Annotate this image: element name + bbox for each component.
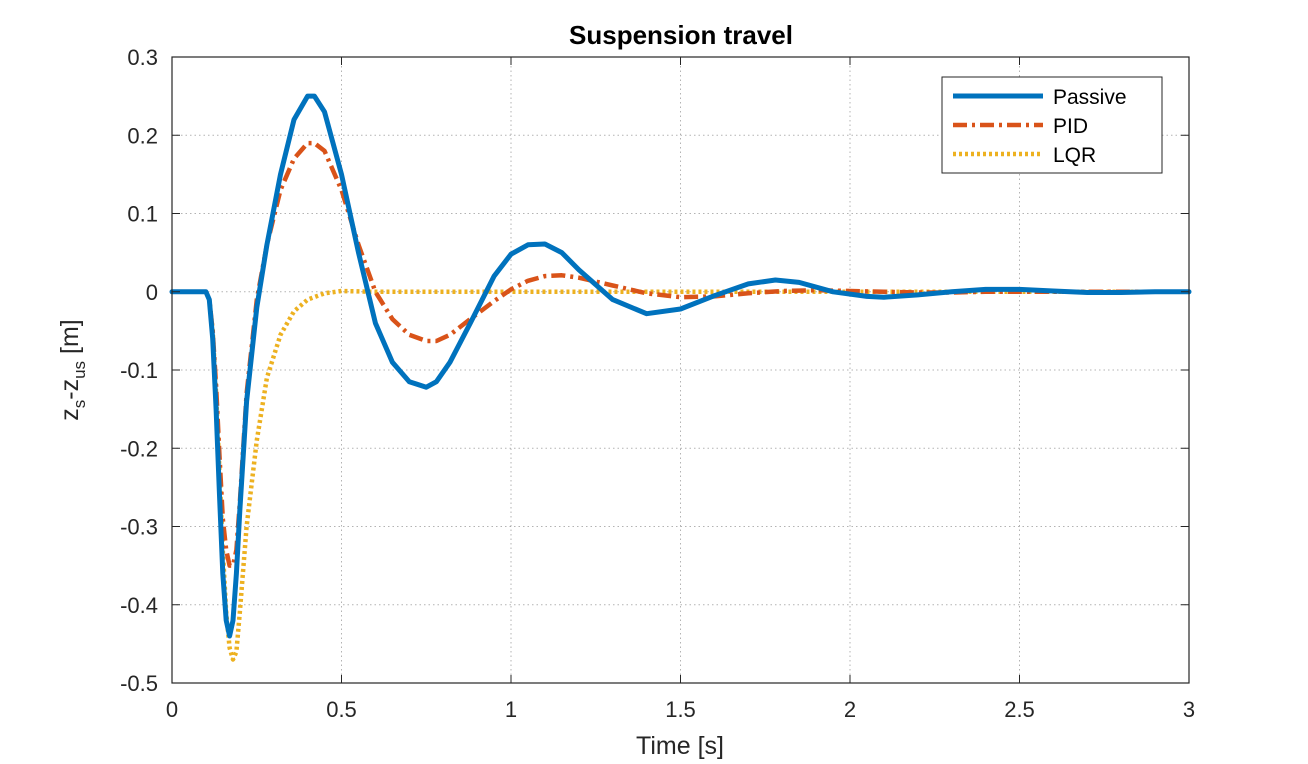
y-tick-labels: 0.3 0.2 0.1 0 -0.1 -0.2 -0.3 -0.4 -0.5 (120, 45, 158, 696)
y-axis-label-base: z (56, 408, 84, 421)
y-tick-label: 0.1 (127, 202, 158, 227)
y-tick-label: -0.4 (120, 593, 158, 618)
axis-ticks (171, 56, 1190, 684)
y-tick-label: -0.2 (120, 436, 158, 461)
y-axis-label: zs-zus [m] (56, 319, 89, 420)
chart-title: Suspension travel (569, 20, 793, 50)
y-axis-label-sub2: us (70, 361, 89, 379)
y-axis-label-unit: [m] (56, 319, 84, 361)
x-tick-label: 1 (505, 697, 517, 722)
x-tick-labels: 0 0.5 1 1.5 2 2.5 3 (166, 697, 1195, 722)
y-axis-label-sep: -z (56, 379, 84, 400)
x-tick-label: 2.5 (1004, 697, 1035, 722)
y-tick-label: 0 (146, 280, 158, 305)
x-tick-label: 0 (166, 697, 178, 722)
series-line-pid (172, 140, 1189, 568)
y-tick-label: 0.2 (127, 123, 158, 148)
series-layer (169, 93, 1192, 662)
legend-label-lqr: LQR (1053, 144, 1096, 167)
y-tick-label: -0.3 (120, 515, 158, 540)
legend: Passive PID LQR (941, 76, 1163, 174)
legend-label-passive: Passive (1053, 86, 1127, 109)
legend-label-pid: PID (1053, 115, 1088, 138)
x-tick-label: 1.5 (665, 697, 696, 722)
y-tick-label: -0.5 (120, 671, 158, 696)
x-tick-label: 3 (1183, 697, 1195, 722)
x-axis-label: Time [s] (636, 732, 724, 760)
y-tick-label: -0.1 (120, 358, 158, 383)
x-tick-label: 2 (844, 697, 856, 722)
legend-box (941, 76, 1163, 174)
series-line-passive (169, 93, 1192, 639)
y-axis-label-sub1: s (70, 400, 89, 409)
y-tick-label: 0.3 (127, 45, 158, 70)
x-tick-label: 0.5 (326, 697, 357, 722)
